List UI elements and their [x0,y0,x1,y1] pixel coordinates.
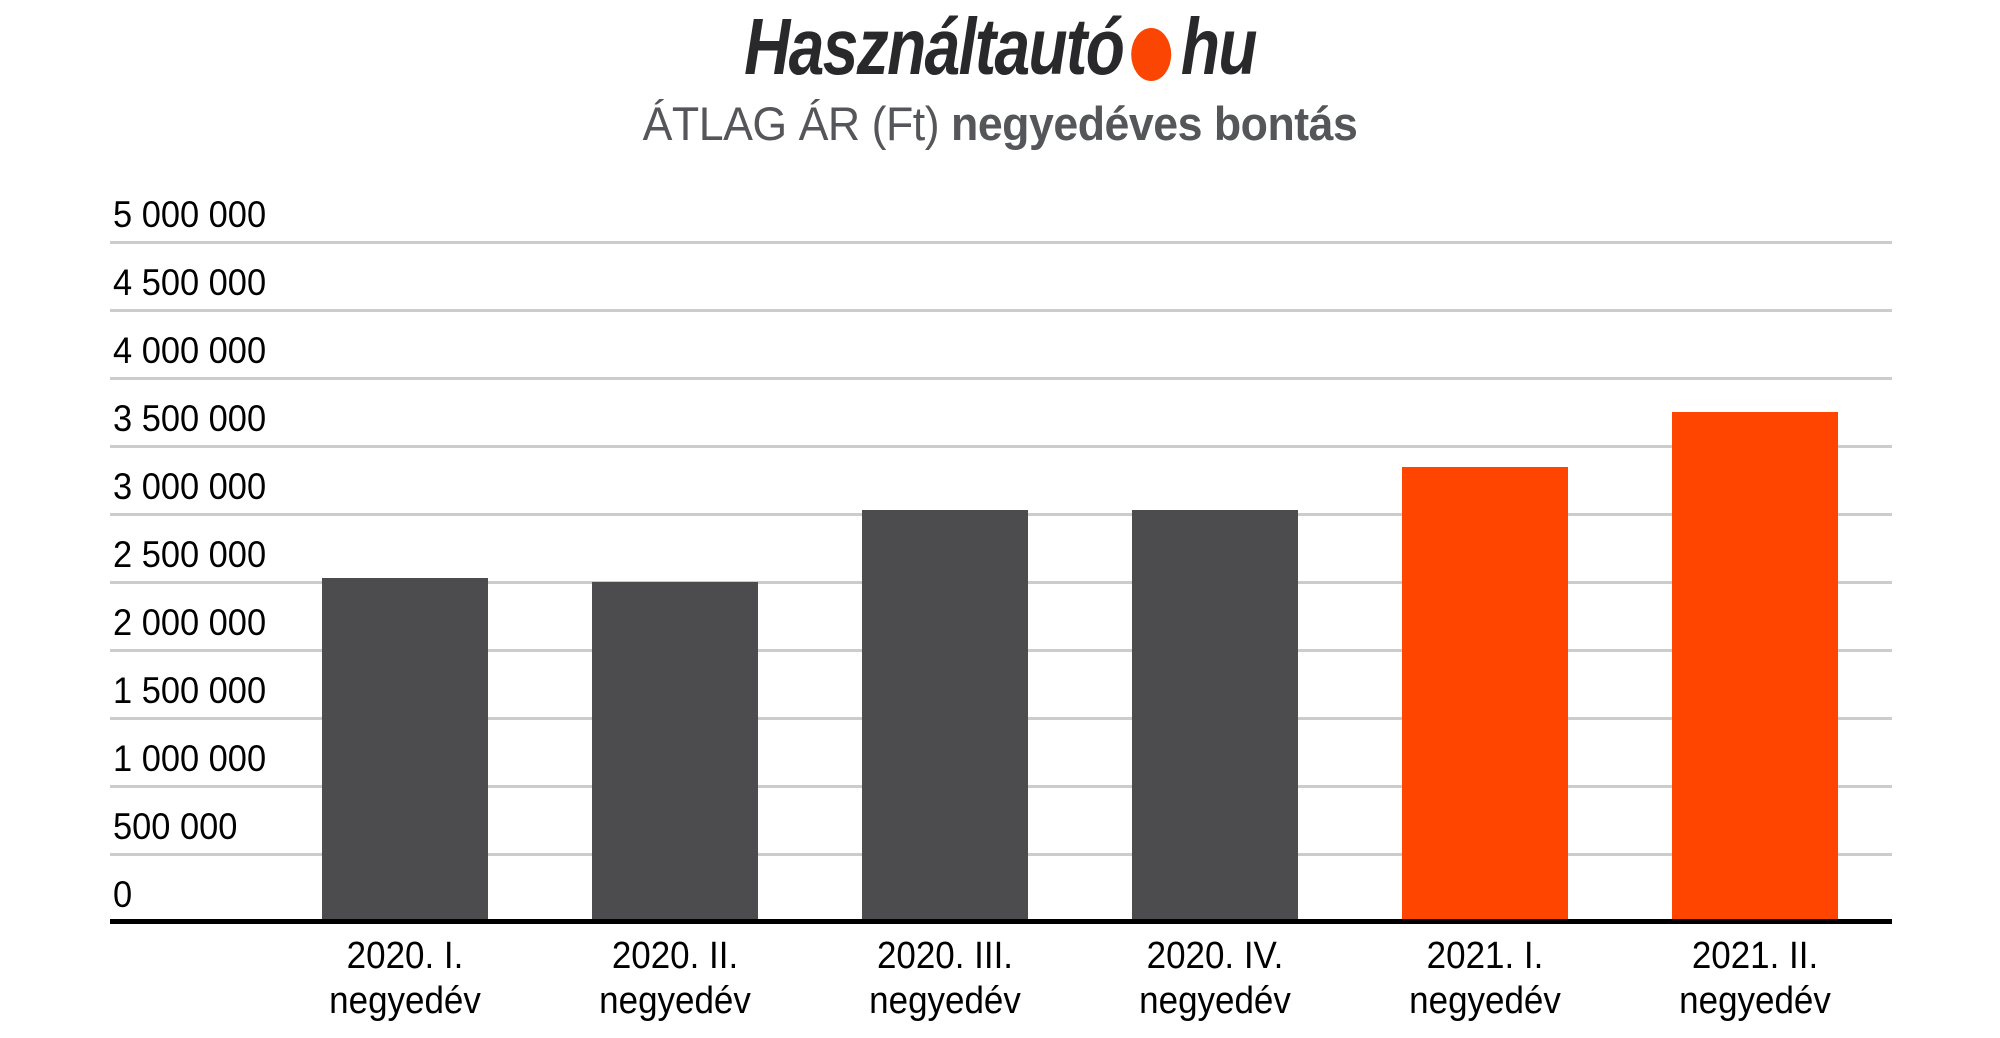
x-category-line2: negyedév [599,980,751,1022]
x-category-label: 2020. IV. negyedév [1091,934,1339,1024]
bar-6 [1672,412,1838,923]
bar-2 [592,582,758,923]
y-tick-label: 3 000 000 [113,466,267,507]
gridline [110,377,1892,380]
x-category-label: 2020. I. negyedév [281,934,529,1024]
brand-logo: Használtautó hu [200,4,1800,90]
bar-1 [322,578,488,923]
gridline [110,309,1892,312]
y-tick-label: 500 000 [113,806,238,847]
x-category-line2: negyedév [869,980,1021,1022]
brand-name-text: Használtautó [744,2,1125,91]
y-tick-label: 3 500 000 [113,398,267,439]
x-category-label: 2020. III. negyedév [821,934,1069,1024]
bar-5 [1402,467,1568,923]
x-category-line1: 2020. II. [611,935,739,977]
x-category-line1: 2021. II. [1691,935,1819,977]
bar-4 [1132,510,1298,923]
chart-title-regular: ÁTLAG ÁR (Ft) [642,97,952,150]
gridline [110,445,1892,448]
gridline [110,241,1892,244]
brand-tld-text: hu [1180,2,1258,91]
chart-title-bold: negyedéves bontás [951,97,1358,150]
bar-3 [862,510,1028,923]
y-tick-label: 4 000 000 [113,330,267,371]
y-tick-label: 1 500 000 [113,670,267,711]
x-category-label: 2020. II. negyedév [551,934,799,1024]
x-category-line1: 2020. IV. [1146,935,1284,977]
y-tick-label: 2 500 000 [113,534,267,575]
x-category-line2: negyedév [1679,980,1831,1022]
x-category-line2: negyedév [329,980,481,1022]
brand-dot-icon [1131,27,1172,81]
x-category-line2: negyedév [1139,980,1291,1022]
chart-title: ÁTLAG ÁR (Ft) negyedéves bontás [50,96,1950,151]
x-category-label: 2021. I. negyedév [1361,934,1609,1024]
x-category-label: 2021. II. negyedév [1631,934,1879,1024]
x-category-line1: 2020. I. [346,935,464,977]
x-category-line2: negyedév [1409,980,1561,1022]
header: Használtautó hu ÁTLAG ÁR (Ft) negyedéves… [0,0,2000,151]
y-tick-label: 2 000 000 [113,602,267,643]
y-tick-label: 4 500 000 [113,262,267,303]
y-tick-label: 0 [113,874,133,915]
y-tick-label: 5 000 000 [113,194,267,235]
x-category-line1: 2021. I. [1426,935,1544,977]
y-tick-label: 1 000 000 [113,738,267,779]
x-axis-line [110,919,1892,924]
x-category-line1: 2020. III. [876,935,1014,977]
